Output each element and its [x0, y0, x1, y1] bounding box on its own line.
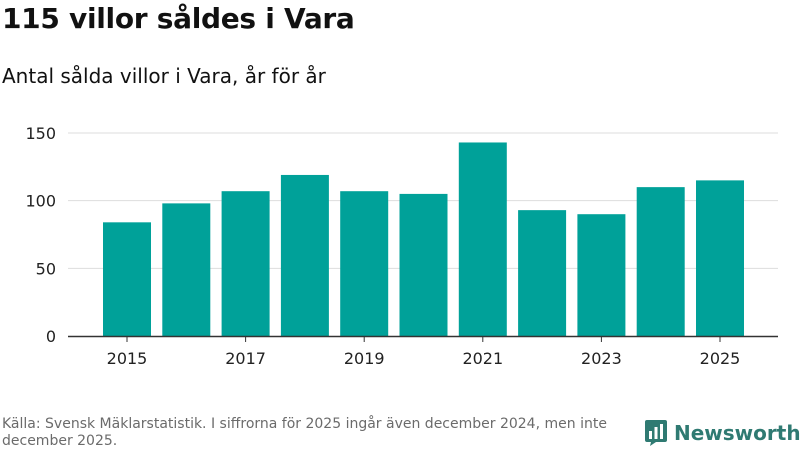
bar-2021	[458, 142, 507, 336]
bar-2018	[280, 174, 329, 336]
bar-2022	[518, 210, 567, 336]
x-tick-label: 2017	[225, 349, 266, 368]
x-tick-label: 2015	[107, 349, 148, 368]
brand-name: Newsworthy	[674, 421, 800, 445]
source-note: Källa: Svensk Mäklarstatistik. I siffror…	[2, 416, 607, 449]
bar-2024	[636, 187, 685, 336]
y-tick-label: 0	[46, 327, 56, 346]
bar-chart-icon	[645, 420, 667, 446]
bar-2017	[221, 191, 270, 336]
bar-2025	[696, 180, 744, 336]
newsworthy-logo: Newsworthy	[644, 419, 800, 447]
chart-subtitle: Antal sålda villor i Vara, år för år	[2, 64, 326, 88]
x-tick-label: 2023	[581, 349, 622, 368]
bar-2023	[577, 214, 626, 336]
y-tick-label: 100	[25, 192, 56, 211]
bar-2015	[103, 222, 151, 336]
y-tick-label: 150	[25, 124, 56, 143]
chart-title: 115 villor såldes i Vara	[2, 2, 355, 35]
bar-2016	[162, 203, 211, 336]
x-tick-label: 2019	[344, 349, 385, 368]
bar-chart: 0 50 100 150 2015 2017 2019 2021 2023 2025	[25, 124, 778, 368]
bar-2019	[340, 191, 389, 336]
bar-2020	[399, 193, 448, 336]
x-tick-label: 2025	[700, 349, 741, 368]
x-tick-label: 2021	[462, 349, 503, 368]
y-tick-label: 50	[36, 259, 56, 278]
